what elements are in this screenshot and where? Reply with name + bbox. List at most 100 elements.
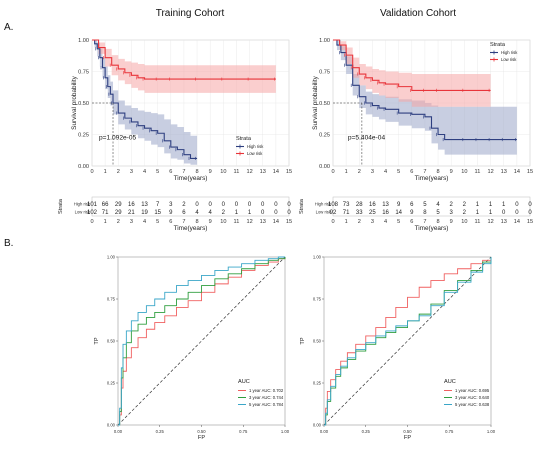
km_validation-panel: 0.000.250.500.751.000 1 2 3 4 5 6 7 8 9 10 11 12 13 14…: [299, 38, 533, 232]
x-tick-label: 14: [514, 169, 520, 175]
risk-table-x-tick: 9: [450, 219, 453, 225]
risk-table-cell: 29: [115, 210, 122, 216]
risk-table-cell: 3: [450, 210, 454, 216]
legend-label: Low risk: [247, 151, 263, 156]
risk-table-row-label: High risk: [74, 202, 91, 207]
x-tick-label: 7: [182, 169, 185, 175]
legend-title: AUC: [238, 379, 250, 385]
risk-table-x-tick: 8: [196, 219, 199, 225]
y-axis-label: Survival probability: [71, 75, 78, 129]
risk-table-x-tick: 0: [90, 219, 93, 225]
risk-table-cell: 0: [274, 210, 278, 216]
legend-label: High risk: [247, 144, 264, 149]
risk-table-cell: 19: [141, 210, 148, 216]
risk-table-cell: 1: [476, 202, 480, 208]
risk-table-x-tick: 10: [461, 219, 467, 225]
risk-table-x-tick: 9: [209, 219, 212, 225]
x-tick-label: 0.50: [403, 429, 412, 434]
y-tick-label: 1.00: [319, 38, 330, 44]
risk-table-cell: 4: [436, 202, 440, 208]
risk-table-cell: 9: [397, 202, 401, 208]
y-tick-label: 0.25: [107, 381, 116, 386]
risk-table-frame: [332, 196, 531, 217]
y-tick-label: 0.75: [107, 297, 116, 302]
risk-table-cell: 0: [502, 210, 506, 216]
survival-curve-low-risk: [333, 39, 491, 91]
ci-band-high-risk: [333, 40, 517, 155]
risk-table-cell: 0: [248, 202, 252, 208]
risk-table-cell: 5: [436, 210, 440, 216]
y-tick-label: 1.00: [78, 38, 89, 44]
x-tick-label: 12: [246, 169, 252, 175]
risk-table-cell: 6: [410, 202, 414, 208]
risk-table-cell: 0: [528, 210, 532, 216]
legend-label: 3 year AUC: 0.744: [249, 395, 284, 400]
risk-table-y-label: Strata: [58, 198, 64, 214]
x-tick-label: 13: [501, 169, 507, 175]
risk-table-cell: 1: [248, 210, 252, 216]
risk-table-cell: 16: [128, 202, 135, 208]
x-axis-label: FP: [404, 435, 411, 441]
risk-table-x-label: Time(years): [174, 225, 208, 232]
x-tick-label: 5: [397, 169, 400, 175]
risk-table-cell: 2: [463, 202, 467, 208]
risk-table-x-tick: 3: [371, 219, 374, 225]
y-tick-label: 0.50: [313, 339, 322, 344]
y-tick-label: 0.00: [319, 164, 330, 170]
y-tick-label: 0.75: [313, 297, 322, 302]
roc_validation-panel: 0.00 0.25 0.50 0.75 1.00 0.00 0.25 0.50 0.75 1.00…: [300, 255, 496, 442]
ci-band-high-risk: [92, 40, 198, 165]
legend-label: High risk: [501, 50, 518, 55]
risk-table-y-label: Strata: [299, 198, 305, 214]
roc_training-panel: 0.00 0.25 0.50 0.75 1.00 0.00 0.25 0.50 0.75 1.00…: [94, 255, 290, 442]
y-axis-label: Survival probability: [312, 75, 319, 129]
risk-table-x-tick: 5: [397, 219, 400, 225]
roc-curve-3-year: [118, 257, 286, 426]
legend-title: Strata: [236, 136, 252, 142]
risk-table-x-tick: 15: [286, 219, 292, 225]
risk-table-cell: 9: [410, 210, 414, 216]
x-tick-label: 4: [384, 169, 387, 175]
km-validation-title: Validation Cohort: [380, 8, 456, 19]
risk-table-x-tick: 13: [501, 219, 507, 225]
risk-table-cell: 21: [128, 210, 135, 216]
risk-table-x-tick: 1: [104, 219, 107, 225]
y-tick-label: 0.00: [313, 423, 322, 428]
risk-table-cell: 5: [423, 202, 427, 208]
x-tick-label: 14: [273, 169, 279, 175]
risk-table-x-tick: 11: [234, 219, 240, 225]
x-tick-label: 13: [260, 169, 266, 175]
risk-table-x-tick: 10: [220, 219, 226, 225]
x-tick-label: 7: [423, 169, 426, 175]
roc-curve-5-year: [118, 256, 285, 426]
y-tick-label: 0.25: [313, 381, 322, 386]
risk-table-x-tick: 2: [117, 219, 120, 225]
x-tick-label: 10: [220, 169, 226, 175]
risk-table-cell: 7: [156, 202, 160, 208]
risk-table-cell: 4: [195, 210, 199, 216]
risk-table-cell: 0: [287, 210, 291, 216]
risk-table-cell: 2: [450, 202, 454, 208]
risk-table-cell: 6: [182, 210, 186, 216]
y-tick-label: 0.25: [319, 133, 330, 139]
risk-table-cell: 0: [528, 202, 532, 208]
x-tick-label: 2: [117, 169, 120, 175]
survival-curve-low-risk: [92, 39, 276, 80]
risk-table-x-tick: 0: [331, 219, 334, 225]
risk-table-cell: 25: [369, 210, 376, 216]
risk-table-cell: 0: [209, 202, 213, 208]
legend-title: Strata: [490, 42, 506, 48]
risk-table-cell: 1: [476, 210, 480, 216]
x-tick-label: 1: [104, 169, 107, 175]
risk-table-row-label: Low risk: [316, 210, 332, 215]
risk-table-x-tick: 12: [487, 219, 493, 225]
risk-table-cell: 16: [382, 210, 389, 216]
risk-table-cell: 16: [369, 202, 376, 208]
risk-table-cell: 0: [274, 202, 278, 208]
risk-table-cell: 0: [222, 202, 226, 208]
risk-table-x-tick: 15: [527, 219, 533, 225]
risk-table-x-tick: 6: [169, 219, 172, 225]
x-tick-label: 11: [234, 169, 240, 175]
risk-table-cell: 2: [182, 202, 186, 208]
legend-label: 5 year AUC: 0.638: [455, 402, 490, 407]
